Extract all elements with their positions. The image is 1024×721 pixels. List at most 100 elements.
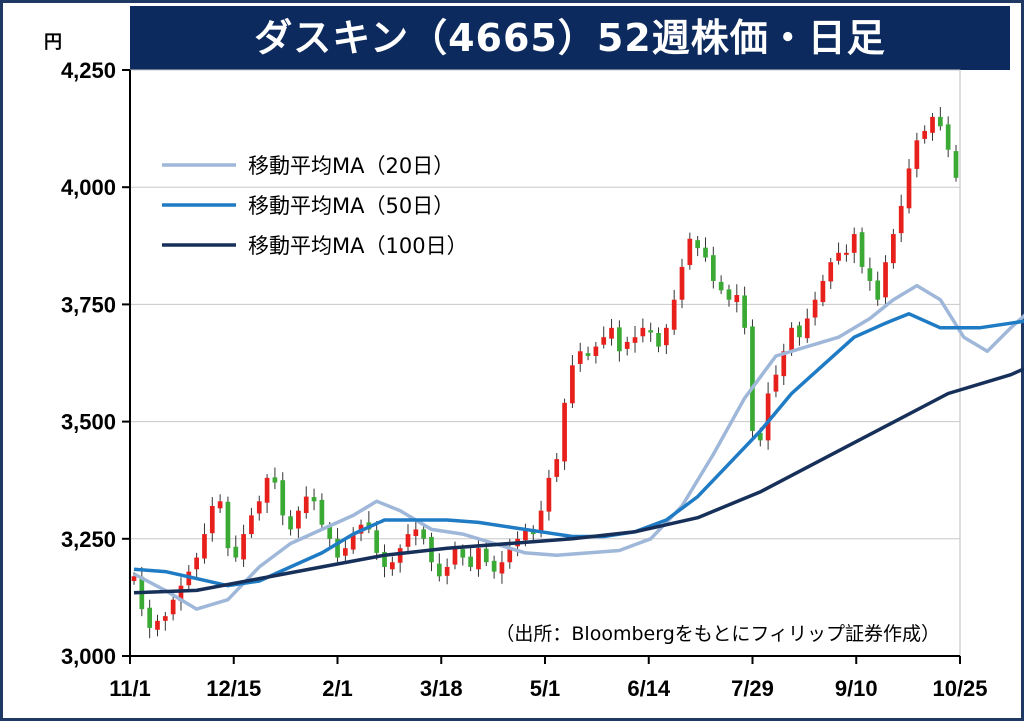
candle-body <box>546 477 552 512</box>
candle-body <box>640 327 646 337</box>
candle-body <box>773 374 779 392</box>
candle-body <box>656 332 661 347</box>
candle-body <box>405 534 411 547</box>
candle-body <box>413 529 419 536</box>
x-tick-label: 7/29 <box>731 676 774 701</box>
candle-body <box>632 337 638 343</box>
candle-body <box>820 280 826 303</box>
candle-body <box>436 563 442 577</box>
candle-body <box>710 255 716 281</box>
candle-body <box>147 607 153 628</box>
candle-body <box>585 353 591 356</box>
y-tick-label: 3,500 <box>61 410 116 435</box>
candle-body <box>851 234 857 253</box>
candle-body <box>789 327 794 351</box>
candle-body <box>507 548 513 563</box>
candle-body <box>781 351 787 377</box>
candle-body <box>875 280 881 300</box>
x-tick-label: 12/15 <box>206 676 261 701</box>
candle-body <box>726 289 732 300</box>
candle-body <box>859 232 865 267</box>
legend-label: 移動平均MA（20日） <box>248 154 454 178</box>
candle-body <box>617 327 622 352</box>
candle-body <box>953 151 959 178</box>
legend-label: 移動平均MA（100日） <box>248 234 468 258</box>
x-tick-label: 3/18 <box>420 676 463 701</box>
x-axis-ticks: 11/1 12/15 2/1 3/18 5/1 6/14 7/29 9/10 10/25 <box>109 656 988 701</box>
candle-body <box>836 252 841 261</box>
candle-body <box>350 534 356 550</box>
candle-body <box>319 499 325 525</box>
candle-body <box>499 562 505 574</box>
candle-body <box>554 459 560 477</box>
candle-body <box>170 599 176 615</box>
candle-body <box>750 326 755 431</box>
y-tick-label: 3,250 <box>61 527 116 552</box>
candle-body <box>233 546 239 558</box>
y-tick-label: 3,750 <box>61 292 116 317</box>
candle-body <box>280 480 286 516</box>
candle-body <box>757 432 763 441</box>
candle-body <box>382 551 387 567</box>
candle-body <box>178 585 184 602</box>
candle-body <box>922 130 928 139</box>
candle-body <box>249 515 254 535</box>
candle-body <box>241 534 246 560</box>
candle-body <box>452 548 458 565</box>
candle-body <box>264 477 270 503</box>
candle-body <box>797 325 802 338</box>
candle-body <box>335 538 340 558</box>
candle-body <box>883 262 888 298</box>
candle-body <box>695 240 701 249</box>
candle-body <box>734 295 740 303</box>
candle-body <box>914 140 920 169</box>
candle-body <box>687 238 693 266</box>
candle-body <box>460 549 466 558</box>
candle-body <box>663 327 669 346</box>
candle-body <box>483 548 489 563</box>
candle-body <box>444 566 450 576</box>
moving-average-lines <box>133 283 1024 611</box>
source-note: （出所：Bloombergをもとにフィリップ証券作成） <box>495 623 940 645</box>
candle-body <box>812 299 818 318</box>
candle-body <box>523 529 528 541</box>
candle-body <box>742 295 747 328</box>
x-tick-label: 5/1 <box>530 676 561 701</box>
y-tick-label: 4,000 <box>61 175 116 200</box>
candle-body <box>311 497 317 502</box>
legend-label: 移動平均MA（50日） <box>248 194 454 218</box>
candle-body <box>476 548 481 570</box>
candle-body <box>906 168 912 209</box>
x-tick-label: 9/10 <box>835 676 878 701</box>
candle-body <box>648 330 654 333</box>
candle-body <box>194 557 199 570</box>
candle-body <box>804 318 810 339</box>
candle-body <box>389 562 395 570</box>
candle-body <box>828 262 834 282</box>
candle-body <box>891 234 896 264</box>
candle-body <box>131 576 137 581</box>
candle-body <box>570 365 575 404</box>
x-tick-label: 11/1 <box>109 676 151 701</box>
candle-body <box>671 299 677 330</box>
ma-line-3 <box>133 366 1024 595</box>
candle-body <box>765 393 771 441</box>
y-tick-label: 4,250 <box>61 58 116 83</box>
candle-body <box>937 116 943 127</box>
candle-body <box>945 124 951 150</box>
candle-body <box>397 548 403 563</box>
candle-body <box>272 477 278 483</box>
candle-body <box>202 534 207 559</box>
candle-body <box>593 346 599 356</box>
candle-body <box>844 252 849 255</box>
candle-body <box>468 556 473 567</box>
legend: 移動平均MA（20日） 移動平均MA（50日） 移動平均MA（100日） <box>162 154 468 258</box>
candle-body <box>343 548 348 556</box>
candle-body <box>679 266 685 300</box>
candle-body <box>162 616 168 621</box>
candle-body <box>577 351 583 364</box>
candle-body <box>288 516 293 530</box>
ma-line-1 <box>133 283 1024 611</box>
candlesticks <box>131 107 959 639</box>
candle-body <box>538 510 544 532</box>
